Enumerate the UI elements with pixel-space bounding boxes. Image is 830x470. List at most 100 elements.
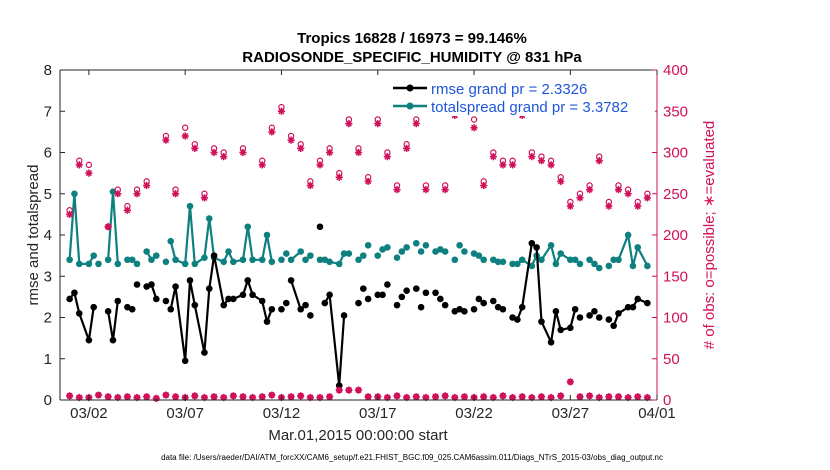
rmse-point	[514, 316, 521, 323]
obs-zero-evaluated-point	[393, 392, 401, 400]
spread-point	[557, 250, 565, 257]
spread-point	[412, 239, 420, 247]
obs-zero-evaluated-point	[200, 393, 209, 402]
obs-zero-evaluated-point	[605, 393, 613, 401]
spread-point	[514, 260, 521, 268]
spread-point	[615, 256, 622, 264]
spread-point	[225, 248, 232, 255]
x-tick-label: 03/12	[263, 405, 301, 422]
spread-point	[181, 260, 189, 268]
spread-point	[133, 260, 141, 268]
spread-point	[552, 260, 560, 268]
rmse-point	[384, 281, 391, 288]
obs-zero-evaluated-point	[412, 393, 420, 401]
rmse-point	[205, 285, 213, 292]
spread-point	[186, 202, 194, 210]
spread-point	[417, 248, 425, 255]
obs-zero-evaluated-point	[171, 393, 180, 401]
spread-point	[538, 256, 545, 264]
spread-point	[162, 258, 170, 266]
rmse-point	[239, 291, 247, 299]
y-right-tick-label: 150	[663, 268, 688, 285]
spread-point	[605, 262, 613, 270]
rmse-point	[576, 314, 584, 321]
rmse-point	[225, 295, 232, 303]
spread-point	[586, 256, 593, 264]
rmse-point	[278, 305, 285, 313]
x-tick-label: 03/27	[552, 405, 590, 422]
obs-zero-evaluated-point	[508, 393, 517, 402]
spread-point	[71, 190, 78, 198]
obs-evaluated-point	[220, 153, 228, 161]
rmse-point	[480, 299, 487, 307]
spread-line	[516, 242, 576, 268]
rmse-point	[316, 223, 324, 231]
spread-point	[475, 252, 483, 259]
obs-zero-evaluated-point	[239, 393, 247, 401]
spread-point	[239, 256, 247, 264]
spread-point	[494, 258, 502, 266]
obs-evaluated-point	[354, 148, 363, 157]
obs-evaluated-point	[441, 186, 449, 194]
legend-rmse-marker	[406, 84, 414, 92]
obs-zero-evaluated-point	[104, 393, 112, 401]
spread-point	[302, 256, 309, 264]
obs-zero-evaluated-point	[210, 393, 218, 401]
rmse-point	[634, 295, 642, 303]
obs-evaluated-point	[528, 153, 536, 161]
obs-evaluated-point	[643, 194, 651, 202]
spread-point	[287, 256, 295, 264]
spread-point	[345, 250, 353, 257]
spread-point	[456, 242, 463, 249]
obs-zero-evaluated-point	[489, 393, 497, 402]
y-tick-label: 7	[44, 103, 52, 120]
spread-point	[316, 256, 324, 264]
rmse-point	[75, 310, 83, 317]
legend-box	[389, 76, 655, 116]
y-tick-label: 6	[44, 145, 52, 162]
spread-point	[307, 252, 314, 259]
x-tick-label: 03/07	[166, 405, 204, 422]
spread-point	[393, 254, 401, 261]
rmse-point	[230, 295, 237, 303]
spread-point	[340, 250, 348, 257]
rmse-point	[201, 349, 208, 356]
obs-zero-evaluated-point	[306, 393, 314, 402]
spread-point	[422, 242, 430, 249]
obs-zero-evaluated-point	[123, 393, 132, 401]
obs-evaluated-point	[162, 136, 170, 144]
spread-point	[547, 242, 555, 249]
obs-evaluated-point	[171, 190, 180, 198]
obs-zero-evaluated-point	[585, 392, 594, 400]
rmse-point	[374, 291, 382, 299]
obs-zero-evaluated-point	[94, 391, 103, 399]
spread-point	[268, 258, 276, 266]
spread-point	[278, 256, 285, 264]
rmse-point	[379, 291, 386, 299]
obs-evaluated-point	[123, 206, 132, 214]
y-tick-label: 0	[44, 392, 52, 409]
obs-zero-evaluated-point	[460, 393, 469, 401]
rmse-point	[258, 297, 266, 305]
obs-zero-evaluated-point	[557, 392, 565, 400]
rmse-point	[71, 289, 78, 297]
spread-point	[624, 231, 632, 239]
rmse-point	[441, 301, 449, 309]
spread-point	[355, 256, 362, 264]
rmse-point	[644, 299, 651, 307]
obs-zero-evaluated-point	[451, 393, 459, 402]
spread-point	[75, 260, 83, 268]
obs-evaluated-point	[557, 177, 565, 185]
rmse-point	[172, 283, 179, 290]
obs-evaluated-point	[326, 148, 334, 157]
spread-point	[398, 248, 406, 255]
rmse-point	[557, 326, 565, 334]
spread-point	[172, 256, 179, 264]
obs-evaluated-point	[508, 161, 517, 169]
spread-point	[258, 256, 266, 264]
legend: rmse grand pr = 2.3326 totalspread grand…	[389, 76, 655, 116]
rmse-point	[210, 252, 218, 259]
obs-zero-evaluated-point	[518, 393, 526, 401]
rmse-point	[552, 308, 560, 315]
obs-zero-evaluated-point	[326, 393, 334, 401]
